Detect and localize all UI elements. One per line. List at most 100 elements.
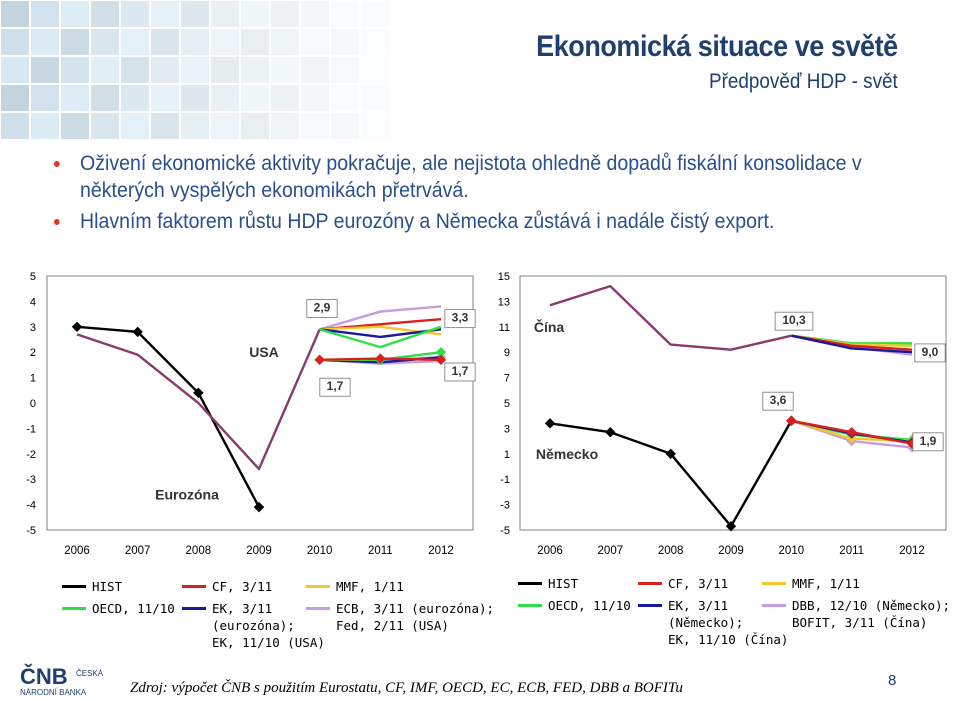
x-tick-label: 2009 — [718, 545, 744, 557]
tile — [361, 1, 389, 27]
tile — [1, 57, 29, 83]
legend-swatch — [62, 585, 86, 588]
legend-label: MMF, 1/11 — [792, 576, 860, 591]
tile — [241, 113, 269, 139]
svg-text:1,7: 1,7 — [327, 379, 344, 393]
legend-swatch — [762, 604, 786, 607]
tile — [181, 85, 209, 111]
y-tick-label: 1 — [504, 449, 510, 461]
tile — [241, 85, 269, 111]
page-number: 8 — [888, 672, 897, 689]
source-note: Zdroj: výpočet ČNB s použitím Eurostatu,… — [130, 680, 683, 696]
tile — [151, 85, 179, 111]
label-china: Čína — [534, 318, 565, 335]
tile — [121, 57, 149, 83]
svg-text:1,7: 1,7 — [452, 364, 469, 378]
tile — [331, 29, 359, 55]
series-line-usa_ecb — [319, 305, 442, 331]
tile — [211, 29, 239, 55]
legend-swatch — [62, 607, 86, 610]
x-tick-label: 2006 — [537, 545, 563, 557]
page-subtitle: Předpověď HDP - svět — [709, 70, 898, 93]
tile — [361, 57, 389, 83]
x-tick-label: 2011 — [368, 545, 393, 557]
tile — [271, 1, 299, 27]
logo-text: ČESKÁ — [76, 669, 104, 678]
legend-label: EK, 3/11 (Německo); EK, 11/10 (Čína) — [668, 598, 789, 647]
tile — [31, 113, 59, 139]
legend-swatch — [638, 604, 662, 607]
series-point-de_hist — [665, 448, 676, 460]
bullet-item: Hlavním faktorem růstu HDP eurozóny a Ně… — [54, 208, 872, 235]
x-tick-label: 2008 — [658, 545, 684, 557]
y-tick-label: -1 — [26, 423, 36, 435]
legend-swatch — [762, 582, 786, 585]
tile — [181, 57, 209, 83]
tile — [271, 113, 299, 139]
tile — [91, 113, 119, 139]
annotation-value: 1,7 — [444, 362, 476, 382]
tile — [301, 85, 329, 111]
tile — [151, 1, 179, 27]
tile — [151, 113, 179, 139]
y-tick-label: -3 — [500, 500, 510, 512]
y-tick-label: -5 — [500, 525, 510, 537]
chart-eurozone-usa: -5 -4 -3 -2 -1 0 1 2 3 4 5 2006 2007 2008 2009 2010 2011… — [26, 271, 476, 557]
legend-label: CF, 3/11 — [668, 576, 729, 591]
svg-text:9,0: 9,0 — [922, 345, 939, 359]
series-point-ez_cf — [375, 353, 386, 364]
annotation-value: 9,0 — [914, 343, 946, 363]
tile — [1, 85, 29, 111]
svg-text:3,6: 3,6 — [770, 393, 787, 407]
annotation-value: 3,6 — [762, 391, 794, 411]
tile — [241, 1, 269, 27]
legend-swatch — [182, 607, 206, 610]
svg-text:2,9: 2,9 — [314, 300, 331, 314]
y-tick-label: -3 — [26, 474, 36, 486]
label-germany: Německo — [536, 446, 598, 462]
tile — [31, 1, 59, 27]
tile — [151, 29, 179, 55]
tile — [91, 29, 119, 55]
tile — [211, 85, 239, 111]
plot-frame — [46, 275, 474, 531]
tile — [331, 1, 359, 27]
y-tick-label: 13 — [498, 296, 510, 308]
x-tick-label: 2007 — [598, 545, 624, 557]
tile — [61, 1, 89, 27]
page-title: Ekonomická situace ve světě — [536, 30, 898, 63]
x-tick-label: 2007 — [125, 545, 151, 557]
tile — [61, 113, 89, 139]
tile — [181, 1, 209, 27]
legend-label: OECD, 11/10 — [92, 601, 175, 616]
tile — [1, 113, 29, 139]
y-tick-label: 3 — [504, 423, 510, 435]
legend-swatch — [306, 607, 330, 610]
legend-right: HIST CF, 3/11 MMF, 1/11 OECD, 11/10 EK, 3/11… — [518, 575, 958, 655]
x-tick-label: 2006 — [64, 545, 90, 557]
y-tick-label: 11 — [499, 322, 510, 334]
legend-swatch — [182, 585, 206, 588]
tile — [31, 85, 59, 111]
tile — [331, 113, 359, 139]
series-line-cn_ek — [791, 334, 913, 354]
series-line-de_hist — [549, 420, 793, 528]
x-tick-label: 2008 — [186, 545, 212, 557]
svg-text:USA: USA — [249, 344, 279, 360]
annotation-value: 2,9 — [306, 299, 338, 318]
tile — [301, 29, 329, 55]
svg-text:Německo: Německo — [536, 446, 598, 462]
y-tick-label: 5 — [504, 398, 510, 410]
series-line-ez_hist — [76, 325, 261, 508]
legend-label: DBB, 12/10 (Německo); BOFIT, 3/11 (Čína) — [792, 598, 951, 630]
x-tick-label: 2012 — [899, 545, 925, 557]
legend-label: CF, 3/11 — [212, 579, 273, 594]
tile — [361, 85, 389, 111]
tile — [91, 1, 119, 27]
y-tick-label: -1 — [500, 474, 510, 486]
svg-text:3,3: 3,3 — [452, 311, 469, 325]
y-tick-label: 4 — [30, 296, 36, 308]
y-tick-label: 5 — [30, 271, 36, 283]
tile — [271, 29, 299, 55]
